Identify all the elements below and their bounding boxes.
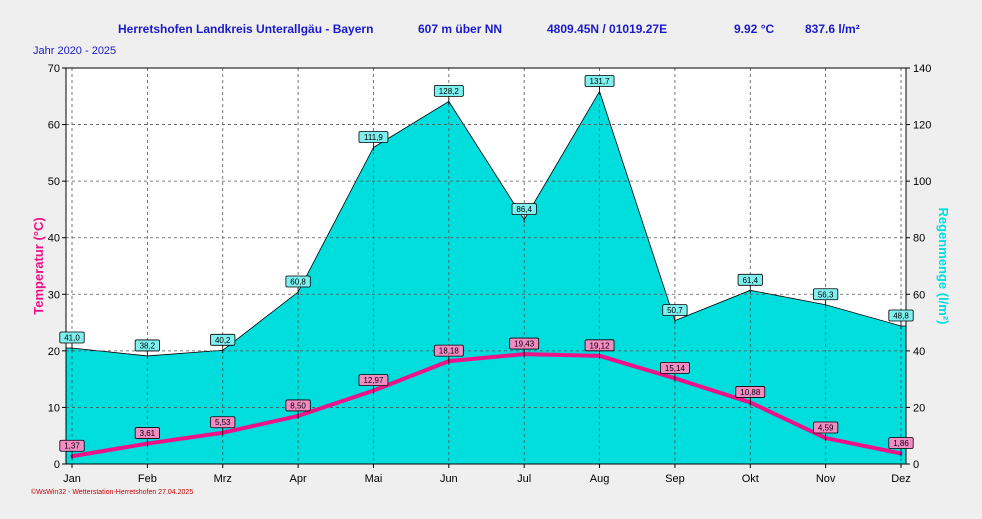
- temperature-data-label: 5,53: [215, 418, 231, 427]
- temperature-data-label: 3,61: [140, 429, 156, 438]
- y-tick-label: 10: [48, 402, 60, 414]
- temperature-data-label: 19,43: [514, 340, 535, 349]
- footer-credit: ©WsWin32 - Wetterstation-Herretshofen 27…: [31, 489, 194, 496]
- x-tick-label: Jun: [440, 473, 458, 485]
- rain-data-label-box: [59, 331, 85, 344]
- rain-data-label-box: [584, 75, 615, 87]
- y2-tick-label: 20: [913, 402, 925, 414]
- temperature-data-label: 4,59: [818, 424, 834, 433]
- x-tick-label: Jul: [517, 473, 531, 485]
- x-tick-label: Dez: [891, 473, 911, 485]
- plot-frame: [65, 67, 907, 465]
- total-rain-label: 837.6 l/m²: [805, 22, 860, 36]
- period-label: Jahr 2020 - 2025: [33, 45, 117, 57]
- temperature-data-label-box: [888, 437, 914, 449]
- altitude-label: 607 m über NN: [418, 22, 503, 36]
- rain-data-label-box: [813, 288, 839, 301]
- y-tick-label: 60: [48, 120, 60, 132]
- temperature-data-label: 1,86: [893, 439, 909, 448]
- y-tick-label: 20: [48, 346, 60, 358]
- rain-data-label-box: [511, 203, 537, 216]
- temperature-data-label: 8,50: [290, 401, 306, 410]
- rain-data-label-box: [737, 273, 763, 286]
- station-title: Herretshofen Landkreis Unterallgäu - Bay…: [118, 22, 374, 36]
- rain-data-label: 60,8: [290, 278, 306, 287]
- y2-axis-title-rain: Regenmenge (l/m²): [936, 207, 951, 324]
- average-temperature-label: 9.92 °C: [734, 22, 775, 36]
- y2-tick-label: 0: [913, 459, 919, 471]
- x-tick-label: Jan: [63, 473, 81, 485]
- rain-data-label-box: [285, 275, 311, 288]
- y-tick-label: 40: [48, 233, 60, 245]
- temperature-data-label-box: [59, 439, 85, 452]
- temperature-line: [71, 352, 902, 459]
- rain-data-label-box: [134, 339, 160, 352]
- rain-data-label-box: [433, 84, 464, 97]
- y-tick-label: 50: [48, 176, 60, 188]
- rain-data-label-box: [662, 304, 688, 316]
- y-tick-label: 30: [48, 289, 60, 301]
- rain-data-label: 131,7: [590, 77, 611, 86]
- y2-tick-label: 80: [913, 233, 925, 245]
- temperature-data-label: 1,37: [64, 442, 80, 451]
- rain-data-label: 38,2: [140, 341, 156, 350]
- y2-tick-label: 120: [913, 120, 931, 132]
- x-tick-label: Okt: [742, 473, 759, 485]
- temperature-data-label: 15,14: [665, 364, 686, 373]
- temperature-data-label-box: [285, 399, 311, 412]
- rain-data-label: 50,7: [667, 306, 683, 315]
- temperature-data-label-box: [134, 427, 160, 439]
- temperature-data-label: 18,18: [439, 347, 460, 356]
- x-tick-label: Sep: [665, 473, 685, 485]
- temperature-data-label-box: [584, 339, 615, 352]
- x-tick-label: Nov: [816, 473, 836, 485]
- x-tick-label: Aug: [590, 473, 610, 485]
- y2-tick-label: 40: [913, 346, 925, 358]
- rain-data-label: 86,4: [516, 205, 532, 214]
- rain-data-label: 61,4: [742, 276, 758, 285]
- y-axis-title-temperature: Temperatur (°C): [31, 217, 46, 314]
- coordinates-label: 4809.45N / 01019.27E: [547, 22, 668, 36]
- temperature-data-label-box: [358, 374, 389, 387]
- temperature-data-label-box: [660, 361, 690, 374]
- y2-tick-label: 100: [913, 176, 931, 188]
- rain-data-label: 111,9: [364, 133, 383, 142]
- temperature-data-label: 19,12: [590, 341, 611, 350]
- rain-data-label-box: [358, 131, 389, 143]
- temperature-data-label: 10,88: [740, 388, 761, 397]
- x-tick-label: Feb: [138, 473, 157, 485]
- x-tick-label: Apr: [290, 473, 307, 485]
- temperature-data-label-box: [509, 337, 540, 350]
- y2-tick-label: 60: [913, 289, 925, 301]
- y2-tick-label: 140: [913, 63, 931, 75]
- temperature-data-label: 12,97: [363, 376, 384, 385]
- rain-data-label: 128,2: [439, 87, 460, 96]
- temperature-data-label-box: [210, 416, 236, 429]
- temperature-data-label-box: [433, 344, 464, 357]
- x-tick-label: Mrz: [214, 473, 232, 485]
- y-tick-label: 70: [48, 63, 60, 75]
- rain-data-label-box: [888, 309, 914, 322]
- temperature-data-label-box: [735, 386, 766, 398]
- rain-data-label: 56,3: [818, 290, 834, 299]
- rain-data-label: 40,2: [215, 336, 231, 345]
- x-tick-label: Mai: [365, 473, 383, 485]
- rain-data-label-box: [210, 333, 236, 346]
- rain-data-label: 41,0: [64, 334, 80, 343]
- y-tick-label: 0: [54, 459, 60, 471]
- temperature-data-label-box: [813, 421, 839, 434]
- rain-data-label: 48,8: [893, 311, 909, 320]
